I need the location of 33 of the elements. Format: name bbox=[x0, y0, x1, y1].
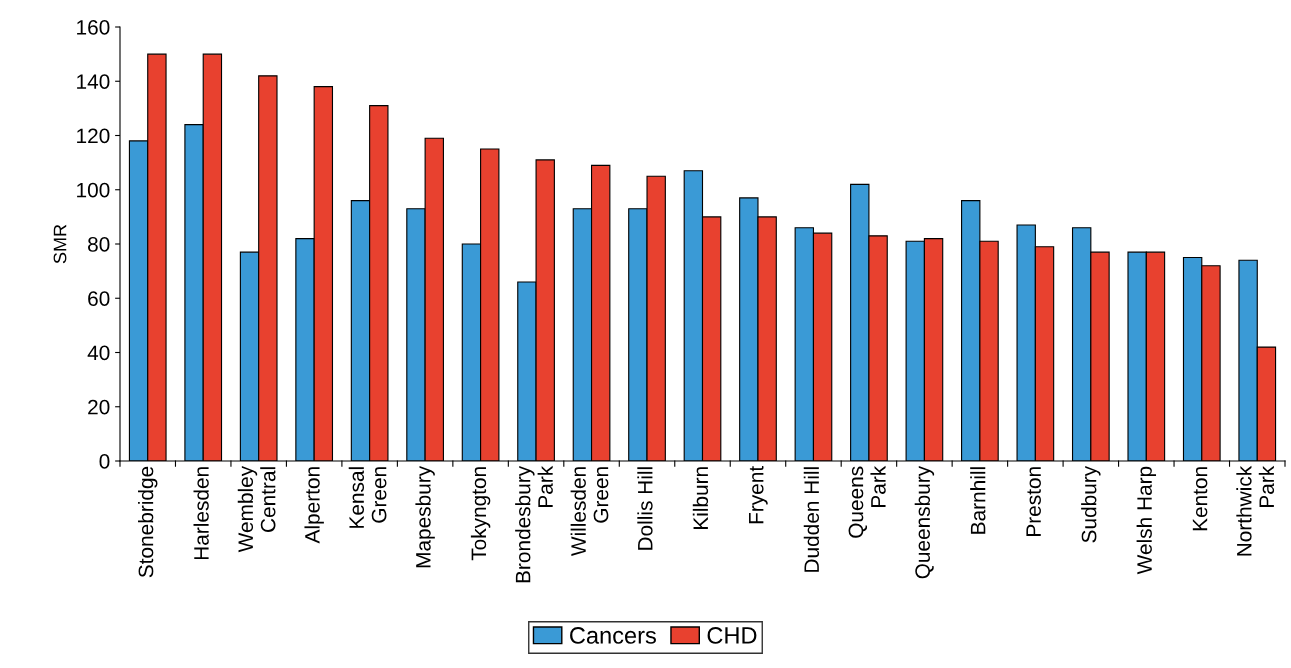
legend-label: Cancers bbox=[570, 627, 656, 644]
y-tick-label: 40 bbox=[87, 345, 110, 361]
x-tick-label: Mapesbury bbox=[415, 465, 435, 568]
y-tick-label: 60 bbox=[88, 291, 110, 306]
x-tick-label: Dollis Hill bbox=[637, 467, 653, 550]
legend-label: CHD bbox=[707, 627, 757, 644]
y-tick-label: 100 bbox=[77, 182, 110, 198]
y-tick-label: 140 bbox=[77, 74, 110, 89]
x-tick-label: Stonebridge bbox=[138, 466, 158, 578]
x-tick-label: Kensal Green bbox=[348, 467, 387, 528]
y-tick-label: 20 bbox=[88, 399, 110, 415]
y-tick-label: 80 bbox=[88, 237, 110, 252]
x-tick-label: Dudden Hill bbox=[803, 467, 820, 572]
x-tick-label: Preston bbox=[1026, 467, 1041, 536]
x-tick-label: Sudbury bbox=[1081, 465, 1101, 543]
x-tick-label: Alperton bbox=[304, 467, 324, 544]
x-tick-label: Kilburn bbox=[692, 467, 709, 529]
y-tick-label: 0 bbox=[99, 454, 110, 469]
x-tick-label: Willesden Green bbox=[570, 467, 609, 557]
x-tick-label: Queens Park bbox=[848, 465, 886, 538]
x-tick-label: Wembley Central bbox=[237, 465, 276, 553]
y-axis-title: SMR bbox=[53, 224, 67, 264]
x-tick-label: Tokyngton bbox=[470, 467, 491, 561]
y-tick-label: 160 bbox=[77, 20, 110, 35]
x-tick-label: Fryent bbox=[749, 466, 768, 524]
x-tick-label: Barnhill bbox=[970, 467, 986, 534]
x-tick-label: Northwick Park bbox=[1236, 465, 1275, 556]
x-tick-label: Queensbury bbox=[914, 465, 935, 579]
x-tick-label: Harlesden bbox=[193, 467, 209, 560]
y-tick-label: 120 bbox=[77, 128, 110, 144]
x-tick-label: Kenton bbox=[1192, 467, 1208, 531]
x-tick-label: Welsh Harp bbox=[1136, 466, 1157, 575]
x-tick-label: Brondesbury Park bbox=[515, 465, 553, 583]
